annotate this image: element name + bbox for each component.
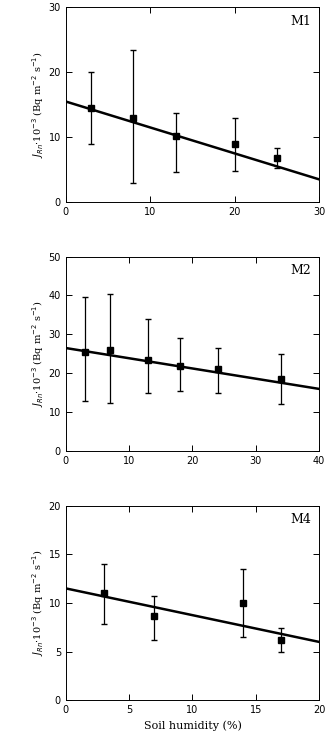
Y-axis label: $J_{Rn}$$\cdot$10$^{-3}$ (Bq m$^{-2}$ s$^{-1}$): $J_{Rn}$$\cdot$10$^{-3}$ (Bq m$^{-2}$ s$…	[30, 300, 46, 408]
Text: M1: M1	[291, 15, 312, 28]
Y-axis label: $J_{Rn}$$\cdot$10$^{-3}$ (Bq m$^{-2}$ s$^{-1}$): $J_{Rn}$$\cdot$10$^{-3}$ (Bq m$^{-2}$ s$…	[30, 550, 46, 656]
X-axis label: Soil humidity (%): Soil humidity (%)	[143, 720, 241, 732]
Y-axis label: $J_{Rn}$$\cdot$10$^{-3}$ (Bq m$^{-2}$ s$^{-1}$): $J_{Rn}$$\cdot$10$^{-3}$ (Bq m$^{-2}$ s$…	[30, 51, 46, 158]
Text: M2: M2	[291, 264, 312, 277]
Text: M4: M4	[291, 513, 312, 527]
